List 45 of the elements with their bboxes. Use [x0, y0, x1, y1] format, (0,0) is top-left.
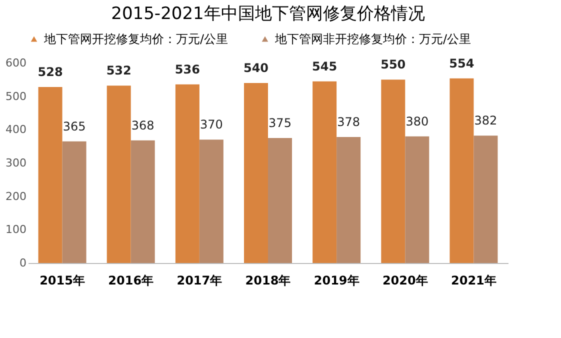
bar — [474, 136, 498, 263]
legend-label: 地下管网开挖修复均价：万元/公里 — [43, 32, 228, 46]
bar — [381, 80, 406, 263]
bar — [199, 140, 224, 263]
y-tick-label: 100 — [6, 223, 26, 236]
data-label: 382 — [474, 114, 498, 128]
x-tick-label: 2016年 — [108, 274, 154, 288]
bar — [312, 81, 337, 263]
data-label: 545 — [312, 59, 338, 74]
data-label: 536 — [174, 62, 200, 76]
data-label: 550 — [380, 58, 406, 72]
data-label: 365 — [62, 119, 86, 134]
bar — [244, 83, 268, 263]
x-tick-label: 2021年 — [451, 274, 496, 288]
y-tick-label: 200 — [6, 190, 26, 203]
x-tick-label: 2015年 — [40, 274, 85, 288]
x-tick-label: 2018年 — [245, 274, 291, 288]
data-label: 532 — [106, 64, 132, 78]
bar — [106, 86, 131, 263]
bar — [38, 87, 62, 263]
chart-title: 2015-2021年中国地下管网修复价格情况 — [111, 4, 425, 24]
bar — [62, 141, 86, 263]
y-tick-label: 400 — [6, 123, 26, 136]
bar — [336, 137, 361, 263]
bar — [175, 84, 200, 263]
x-tick-label: 2019年 — [314, 274, 360, 288]
y-tick-label: 300 — [6, 156, 26, 170]
data-label: 378 — [337, 115, 360, 129]
bar — [268, 138, 292, 263]
data-label: 554 — [449, 56, 474, 70]
x-tick-label: 2017年 — [176, 274, 222, 288]
data-label: 375 — [268, 116, 292, 130]
data-label: 370 — [200, 118, 223, 132]
data-label: 380 — [406, 114, 429, 128]
bar — [405, 136, 430, 263]
bar — [450, 78, 474, 263]
x-tick-label: 2020年 — [382, 274, 428, 288]
y-tick-label: 0 — [20, 256, 26, 270]
data-label: 528 — [38, 65, 63, 79]
y-tick-label: 500 — [6, 90, 26, 103]
bar — [130, 140, 155, 263]
legend-label: 地下管网非开挖修复均价：万元/公里 — [274, 32, 472, 46]
data-label: 368 — [131, 118, 154, 132]
data-label: 540 — [243, 61, 269, 75]
y-tick-label: 600 — [6, 56, 26, 70]
